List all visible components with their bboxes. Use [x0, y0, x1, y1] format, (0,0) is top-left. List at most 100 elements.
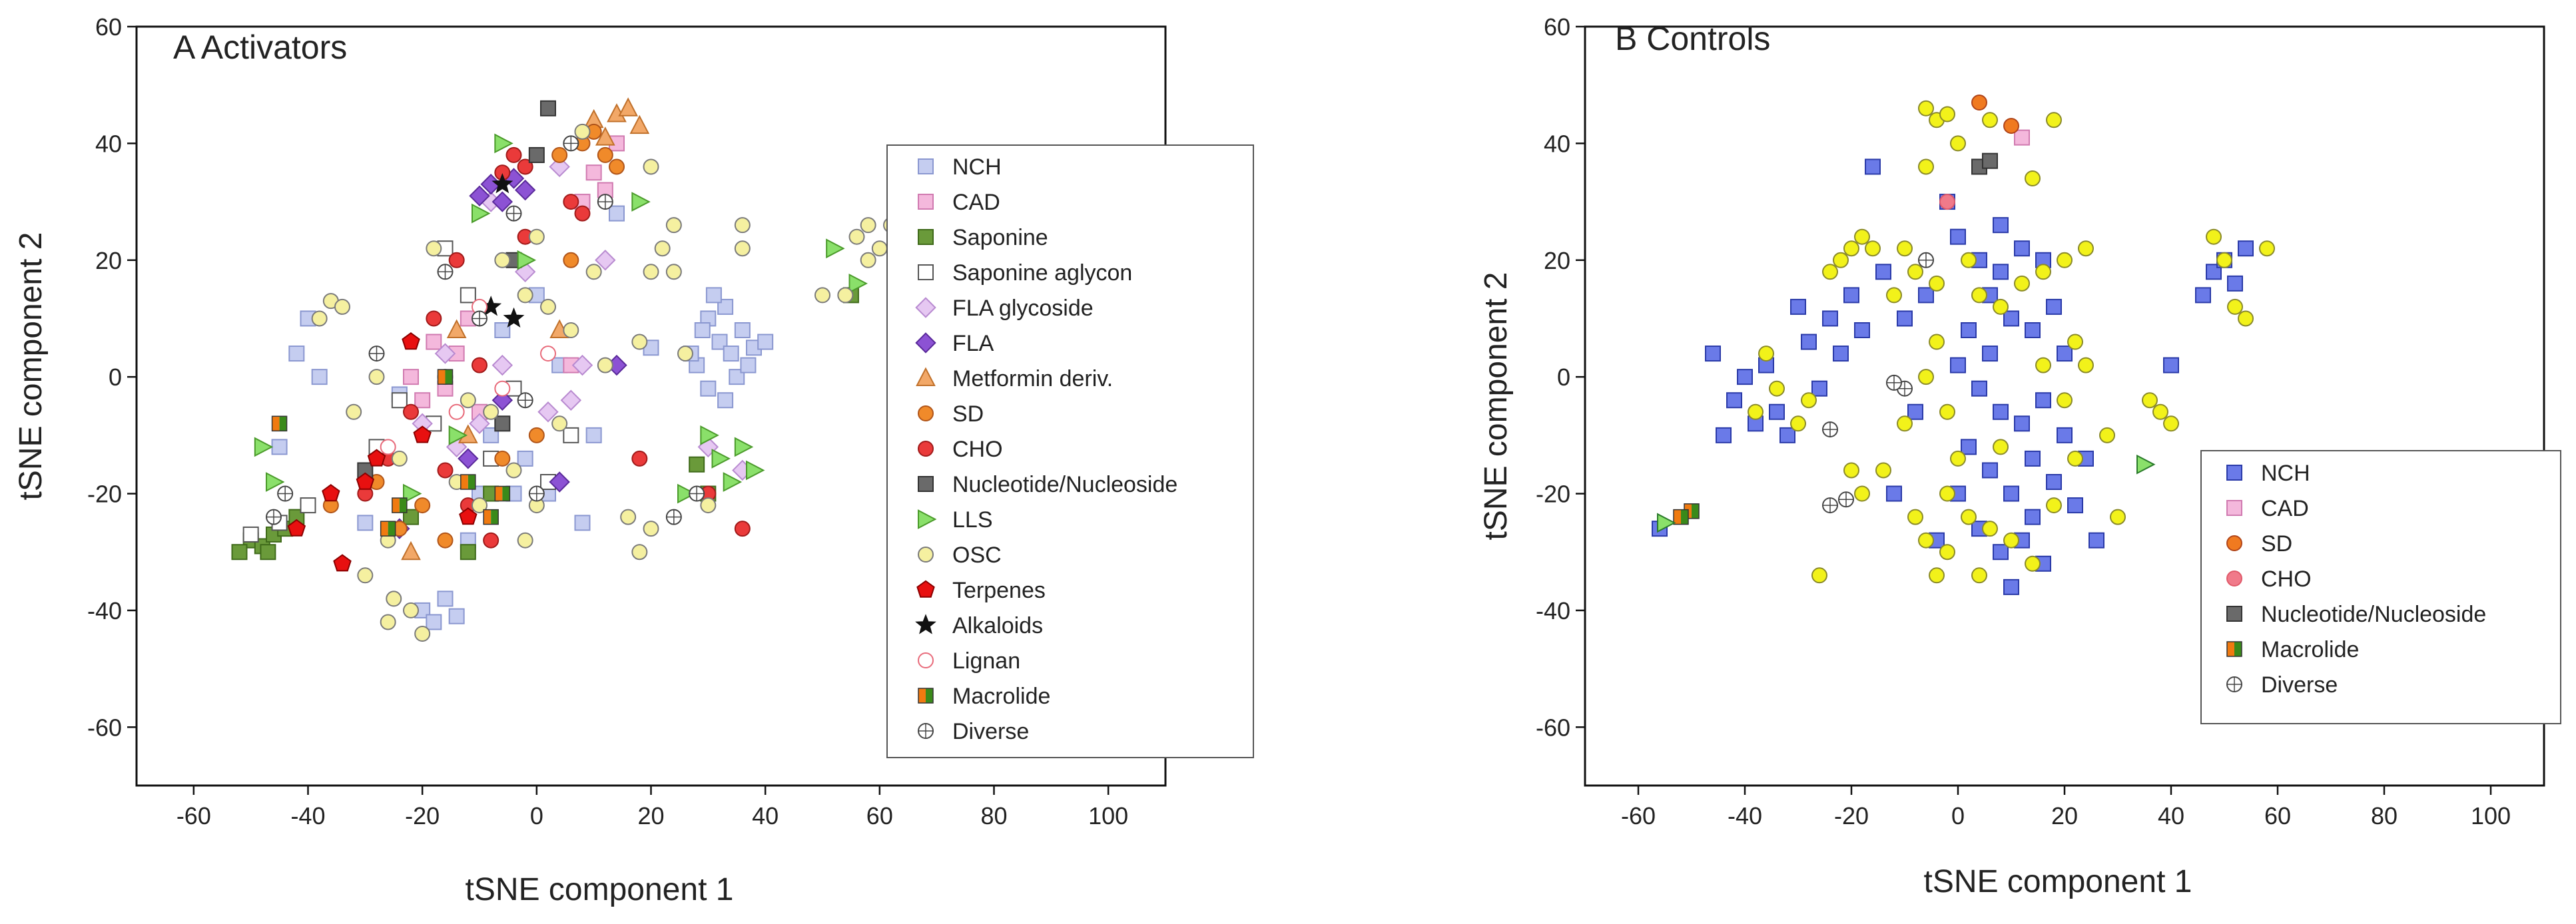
panel-b-point-unlabeled — [1833, 252, 1849, 268]
panel-a-legend-label: Alkaloids — [952, 613, 1043, 638]
panel-a-point-nch — [311, 369, 328, 385]
panel-b-point-unlabeled — [1907, 264, 1923, 280]
panel-b-point-nch — [1865, 158, 1881, 175]
panel-a-legend-marker-cad — [918, 194, 934, 210]
panel-a-point-osc — [677, 346, 693, 362]
panel-b-point-nch — [1982, 346, 1998, 362]
panel-a-x-tick-label: 100 — [1088, 802, 1128, 829]
panel-a-point-nch — [448, 608, 465, 624]
panel-b-point-unlabeled — [1961, 509, 1977, 525]
panel-b-point-nch — [1833, 346, 1849, 362]
panel-b-legend-marker-nucleotide-nucleoside — [2226, 606, 2242, 622]
panel-a-point-sd — [563, 252, 579, 268]
panel-a-point-saponine — [689, 456, 705, 473]
panel-b-point-nch — [2046, 298, 2062, 315]
panel-a-point-diverse — [266, 509, 282, 525]
panel-b-point-unlabeled — [2035, 264, 2051, 280]
panel-b-point-unlabeled — [1897, 415, 1913, 432]
panel-b-x-axis-title: tSNE component 1 — [1924, 864, 2192, 899]
panel-a-legend-item-fla-glycoside: FLA glycoside — [915, 296, 1094, 321]
panel-b-point-nch — [2014, 240, 2030, 257]
panel-b-legend-item-cad: CAD — [2226, 496, 2309, 521]
panel-b-point-unlabeled — [1918, 532, 1934, 549]
panel-a-point-osc — [380, 614, 396, 630]
panel-a-x-tick-label: -40 — [290, 802, 325, 829]
panel-b-point-nch — [1716, 427, 1732, 443]
panel-a-point-saponine — [260, 544, 276, 561]
panel-a-point-terpenes — [459, 507, 478, 525]
panel-a-legend-marker-metformin-deriv — [916, 367, 936, 386]
panel-a-points — [231, 97, 911, 642]
panel-a-legend-item-terpenes: Terpenes — [916, 578, 1046, 603]
panel-a-point-nch — [734, 322, 751, 338]
panel-a-point-terpenes — [322, 484, 340, 502]
panel-b-point-macrolide — [1673, 509, 1689, 525]
panel-a-point-saponine-aglycon — [300, 497, 316, 514]
panel-a-point-cho — [448, 252, 465, 268]
panel-a-point-terpenes — [356, 472, 375, 490]
panel-b-legend-label: Macrolide — [2261, 637, 2359, 662]
panel-a-point-macrolide — [380, 521, 396, 537]
panel-b-point-unlabeled — [1865, 240, 1881, 257]
panel-a-point-diverse — [437, 264, 454, 280]
panel-a-point-lls — [472, 203, 491, 224]
panel-b-point-unlabeled — [2067, 450, 2083, 467]
panel-b-x-tick-label: -60 — [1621, 802, 1656, 829]
panel-a-point-nch — [357, 515, 374, 531]
panel-b-point-unlabeled — [2025, 555, 2041, 572]
panel-b-point-unlabeled — [1748, 403, 1764, 420]
panel-b-point-nch — [2089, 532, 2104, 549]
panel-b-point-nch — [1993, 217, 2009, 234]
panel-b-point-nch — [2057, 346, 2073, 362]
panel-b-legend-marker-cad — [2226, 500, 2242, 516]
panel-b-point-unlabeled — [1918, 369, 1934, 385]
panel-a-point-fla-glycoside — [595, 250, 616, 271]
panel-a-point-lignan — [540, 346, 556, 362]
panel-b-point-unlabeled — [1939, 403, 1955, 420]
panel-a-legend-marker-lls — [918, 509, 937, 529]
panel-b-point-unlabeled — [1657, 513, 1676, 533]
panel-a-point-diverse — [665, 509, 682, 525]
panel-a-point-osc — [391, 450, 408, 467]
panel-b-point-nch — [2003, 578, 2019, 595]
panel-b-point-nch — [2003, 485, 2019, 502]
panel-a-point-osc — [551, 415, 568, 432]
panel-a-legend-label: Saponine — [952, 225, 1048, 250]
panel-a-legend-label: Terpenes — [952, 578, 1046, 603]
panel-b-point-unlabeled — [2046, 112, 2062, 128]
panel-b-point-nch — [1907, 403, 1923, 420]
panel-b-point-nch — [2067, 497, 2083, 514]
panel-a-point-lls — [677, 483, 697, 504]
panel-a-point-lls — [700, 425, 719, 445]
panel-b-point-nch — [1811, 380, 1827, 397]
panel-a-point-macrolide — [483, 509, 499, 525]
panel-a-legend-item-cad: CAD — [918, 190, 1000, 215]
panel-b-point-diverse — [1838, 491, 1854, 508]
panel-a-legend-label: FLA — [952, 331, 994, 356]
panel-a-point-metformin-deriv — [618, 97, 639, 116]
panel-a-point-osc — [585, 264, 602, 280]
panel-b-point-unlabeled — [2142, 392, 2158, 409]
panel-b-x-tick-label: 40 — [2158, 802, 2184, 829]
panel-a-legend-marker-fla — [915, 332, 936, 353]
panel-a-legend-label: NCH — [952, 154, 1002, 180]
panel-a-point-nch — [609, 205, 625, 222]
panel-a-x-tick-label: 20 — [637, 802, 664, 829]
panel-a-point-nch — [585, 427, 602, 443]
panel-a-point-nch — [288, 346, 305, 362]
panel-a-point-osc — [517, 532, 533, 549]
panel-a-y-tick-label: 20 — [95, 247, 122, 274]
panel-a-legend-label: Macrolide — [952, 684, 1050, 709]
panel-b-point-unlabeled — [1790, 415, 1806, 432]
panel-a-point-osc — [472, 497, 487, 514]
panel-b-point-nch — [1790, 298, 1806, 315]
panel-a-point-sd — [414, 497, 431, 514]
panel-b-point-nch — [2025, 509, 2041, 525]
panel-a-legend-marker-alkaloids — [915, 614, 936, 634]
panel-a-point-sd — [528, 427, 545, 443]
panel-a-legend-marker-saponine-aglycon — [918, 264, 934, 280]
panel-a-point-osc — [357, 567, 374, 584]
panel-b-legend-marker-cho — [2226, 571, 2242, 586]
panel-a-legend-marker-saponine — [918, 229, 934, 245]
panel-a-title: A Activators — [173, 29, 347, 66]
